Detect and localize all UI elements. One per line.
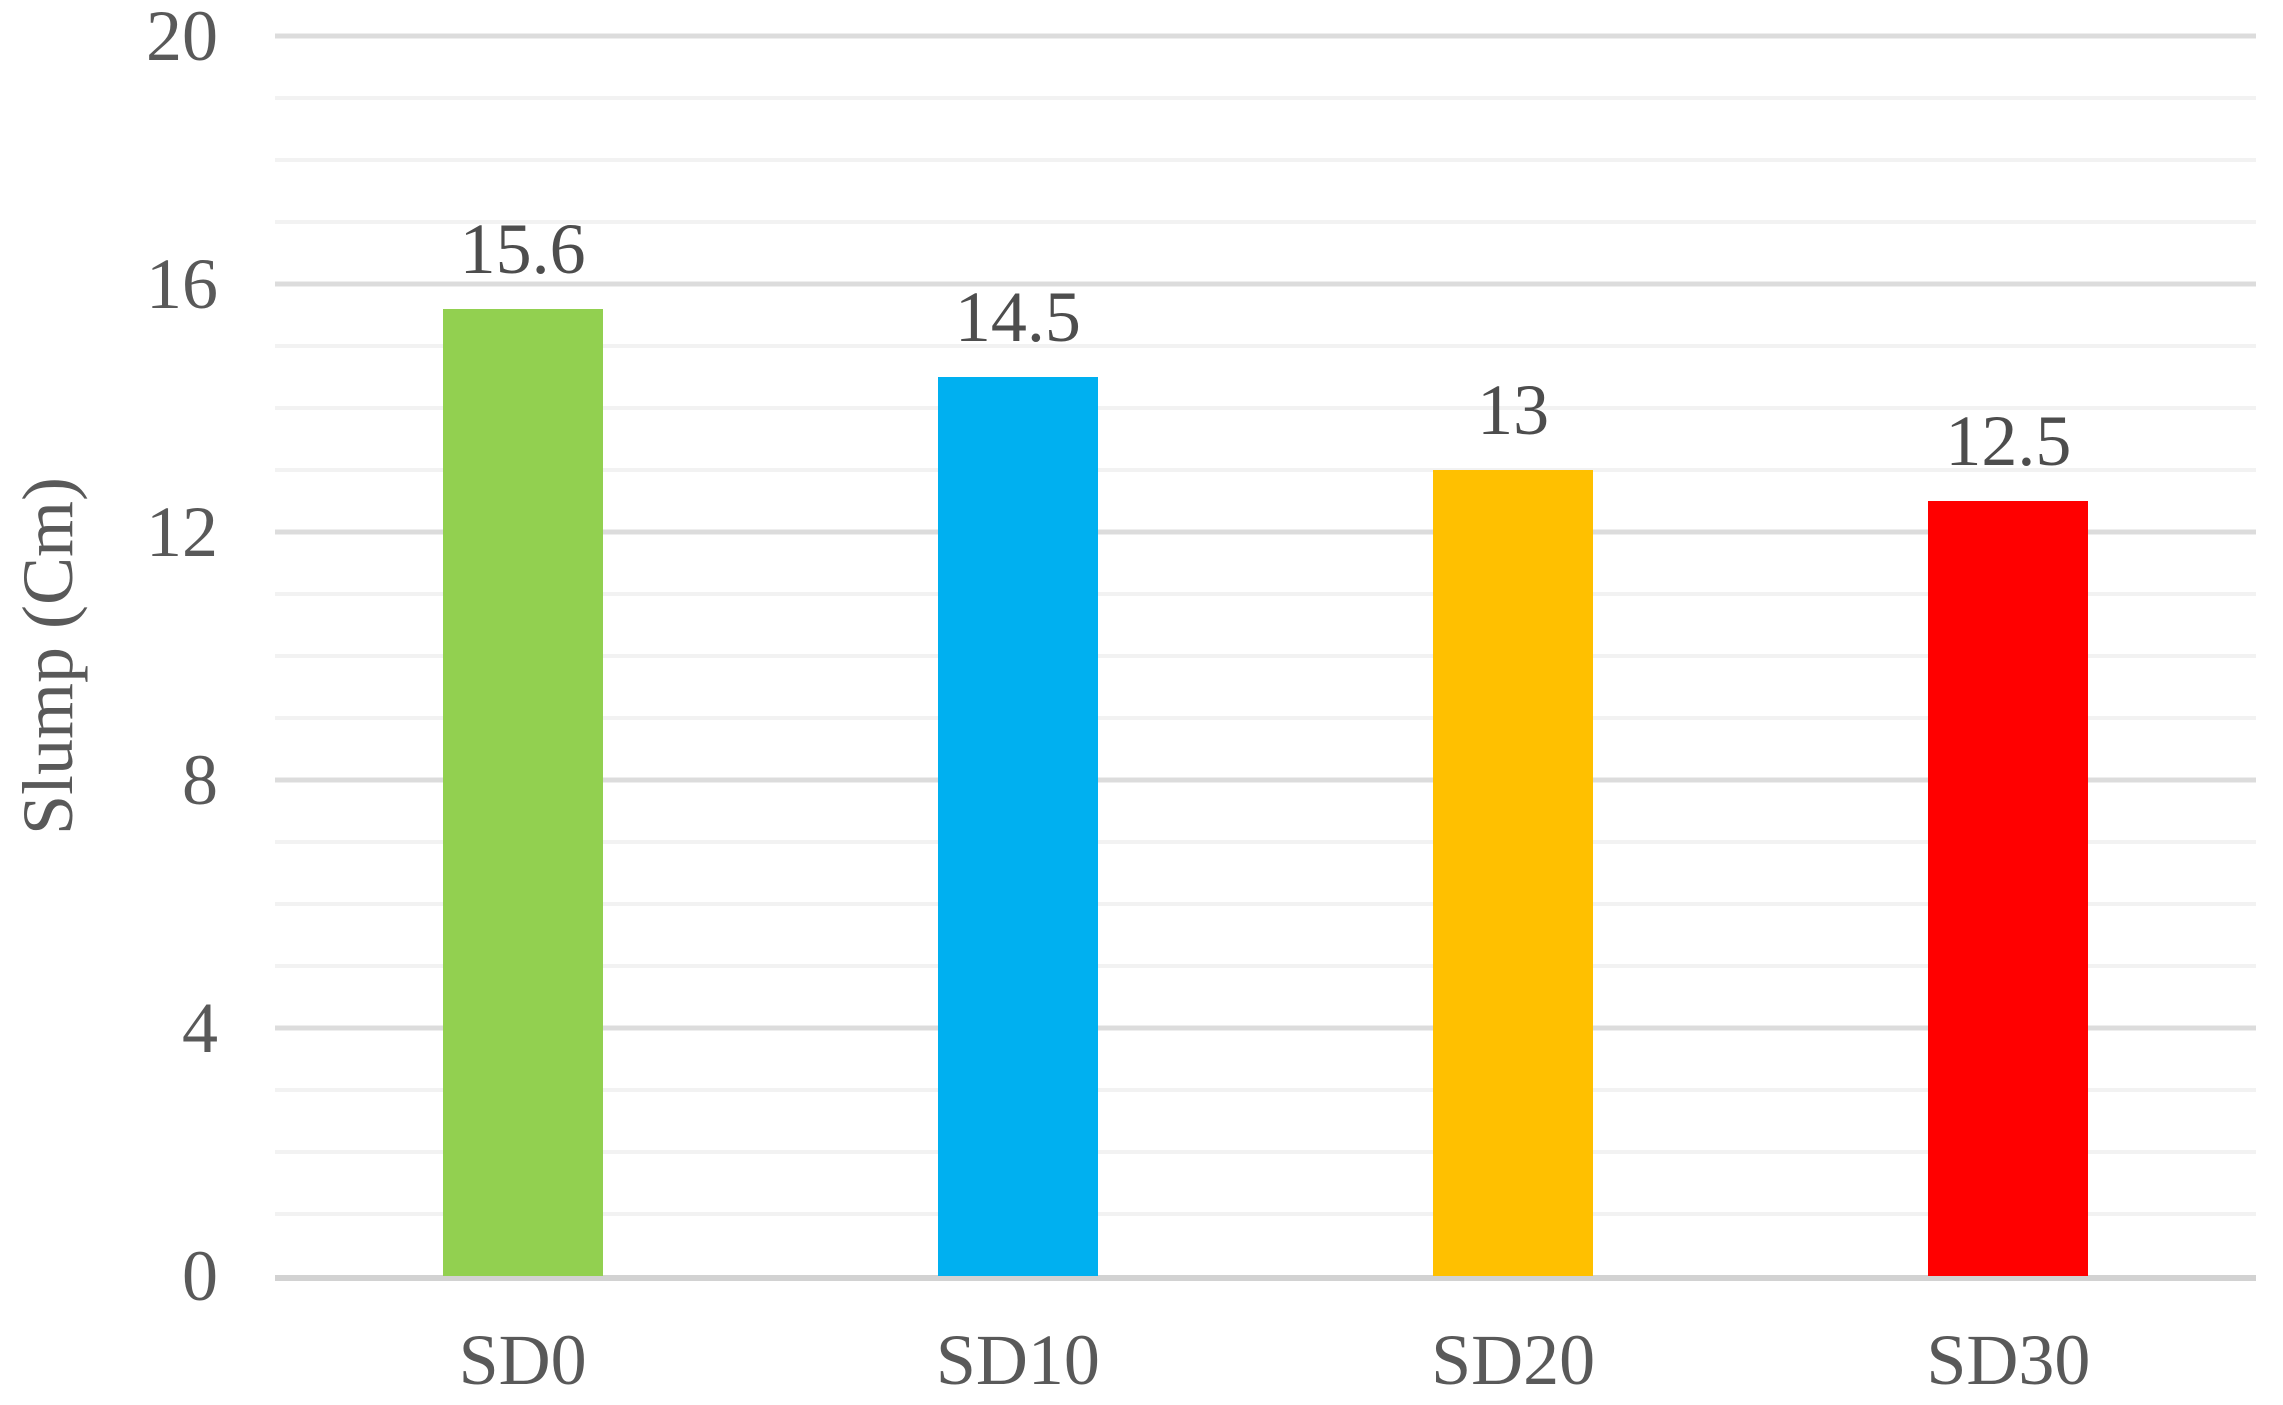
category-label-sd20: SD20 bbox=[1431, 1320, 1596, 1400]
minor-gridline bbox=[275, 716, 2256, 720]
category-label-sd10: SD10 bbox=[935, 1320, 1100, 1400]
category-label-sd30: SD30 bbox=[1926, 1320, 2091, 1400]
minor-gridline bbox=[275, 1212, 2256, 1216]
x-axis-line bbox=[275, 1275, 2256, 1281]
major-gridline bbox=[275, 777, 2256, 783]
minor-gridline bbox=[275, 654, 2256, 658]
minor-gridline bbox=[275, 840, 2256, 844]
bar-sd30 bbox=[1928, 501, 2089, 1276]
bar-sd0 bbox=[442, 308, 603, 1276]
bar-value-label: 15.6 bbox=[459, 208, 586, 289]
y-tick-label: 16 bbox=[146, 244, 218, 324]
minor-gridline bbox=[275, 902, 2256, 906]
minor-gridline bbox=[275, 158, 2256, 162]
major-gridline bbox=[275, 1025, 2256, 1031]
minor-gridline bbox=[275, 468, 2256, 472]
y-tick-label: 0 bbox=[182, 1236, 218, 1316]
bar-value-label: 13 bbox=[1477, 370, 1550, 450]
major-gridline bbox=[275, 281, 2256, 287]
x-axis-category-labels: SD0 SD10 SD20 SD30 bbox=[275, 1322, 2256, 1405]
minor-gridline bbox=[275, 964, 2256, 968]
minor-gridline bbox=[275, 592, 2256, 596]
plot-area: 15.6 14.5 13 12.5 bbox=[275, 33, 2256, 1281]
bar-sd10 bbox=[937, 377, 1098, 1276]
minor-gridline bbox=[275, 220, 2256, 224]
minor-gridline bbox=[275, 1150, 2256, 1154]
y-tick-label: 8 bbox=[182, 740, 218, 820]
minor-gridline bbox=[275, 406, 2256, 410]
bar-value-label: 12.5 bbox=[1945, 401, 2072, 481]
minor-gridline bbox=[275, 96, 2256, 100]
minor-gridline bbox=[275, 1088, 2256, 1092]
y-tick-label: 12 bbox=[146, 492, 218, 572]
category-label-sd0: SD0 bbox=[458, 1320, 587, 1400]
y-axis-tick-labels: 0 4 8 12 16 20 bbox=[0, 0, 218, 1312]
y-tick-label: 4 bbox=[182, 988, 218, 1068]
major-gridline bbox=[275, 33, 2256, 39]
y-tick-label: 20 bbox=[146, 0, 218, 76]
bar-sd20 bbox=[1433, 470, 1594, 1276]
minor-gridline bbox=[275, 344, 2256, 348]
major-gridline bbox=[275, 529, 2256, 535]
bar-value-label: 14.5 bbox=[954, 277, 1081, 357]
